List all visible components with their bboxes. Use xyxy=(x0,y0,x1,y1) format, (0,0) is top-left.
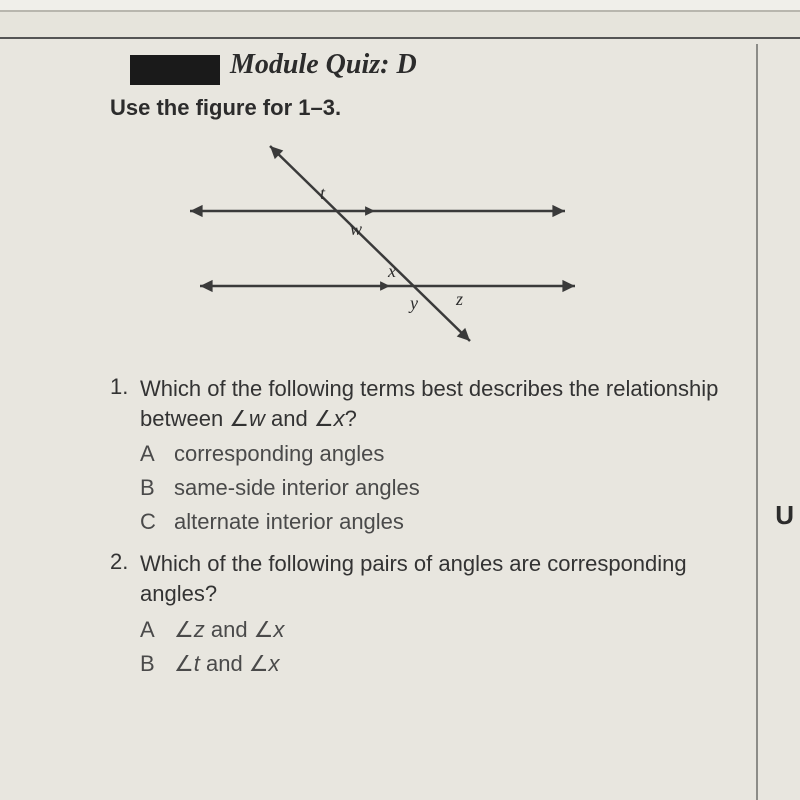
q1-angle-w: w xyxy=(249,406,265,431)
q2a-angle1: z xyxy=(194,617,205,642)
option-text: ∠t and ∠x xyxy=(174,651,280,677)
content-column: Module Quiz: D Use the figure for 1–3. t… xyxy=(0,49,800,677)
question-number: 1. xyxy=(110,374,140,433)
svg-text:x: x xyxy=(387,261,396,281)
svg-text:z: z xyxy=(455,289,463,309)
angle-icon: ∠ xyxy=(174,651,194,676)
top-spacer xyxy=(0,0,800,12)
option-letter: C xyxy=(140,509,174,535)
question-1: 1. Which of the following terms best des… xyxy=(110,374,740,535)
q1-qmark: ? xyxy=(345,406,357,431)
q2b-and: and xyxy=(200,651,249,676)
option-text: corresponding angles xyxy=(174,441,384,467)
angle-icon: ∠ xyxy=(314,406,334,431)
page: U Module Quiz: D Use the figure for 1–3.… xyxy=(0,0,800,800)
instruction-text: Use the figure for 1–3. xyxy=(110,95,740,121)
q2a-and: and xyxy=(205,617,254,642)
section-tab xyxy=(130,55,220,85)
option-letter: A xyxy=(140,441,174,467)
option-text: same-side interior angles xyxy=(174,475,420,501)
svg-text:y: y xyxy=(408,293,418,313)
q1-option-c[interactable]: C alternate interior angles xyxy=(140,509,740,535)
q1-angle-x: x xyxy=(334,406,345,431)
q2b-angle2: x xyxy=(269,651,280,676)
module-title: Module Quiz: D xyxy=(230,49,740,81)
option-text: ∠z and ∠x xyxy=(174,617,284,643)
figure-diagram: twxyz xyxy=(150,131,590,356)
option-text: alternate interior angles xyxy=(174,509,404,535)
question-body: Which of the following pairs of angles a… xyxy=(140,549,740,608)
svg-text:w: w xyxy=(350,219,362,239)
q2a-angle2: x xyxy=(273,617,284,642)
question-body: Which of the following terms best descri… xyxy=(140,374,740,433)
option-letter: B xyxy=(140,651,174,677)
q1-and: and xyxy=(271,406,314,431)
angle-icon: ∠ xyxy=(249,651,269,676)
q1-option-a[interactable]: A corresponding angles xyxy=(140,441,740,467)
option-letter: A xyxy=(140,617,174,643)
q2-option-a[interactable]: A ∠z and ∠x xyxy=(140,617,740,643)
angle-icon: ∠ xyxy=(174,617,194,642)
option-letter: B xyxy=(140,475,174,501)
angle-icon: ∠ xyxy=(254,617,274,642)
angle-icon: ∠ xyxy=(229,406,249,431)
q2-option-b[interactable]: B ∠t and ∠x xyxy=(140,651,740,677)
question-2: 2. Which of the following pairs of angle… xyxy=(110,549,740,676)
q1-text: Which of the following terms best descri… xyxy=(140,376,718,431)
q1-option-b[interactable]: B same-side interior angles xyxy=(140,475,740,501)
header-band xyxy=(0,12,800,39)
question-number: 2. xyxy=(110,549,140,608)
